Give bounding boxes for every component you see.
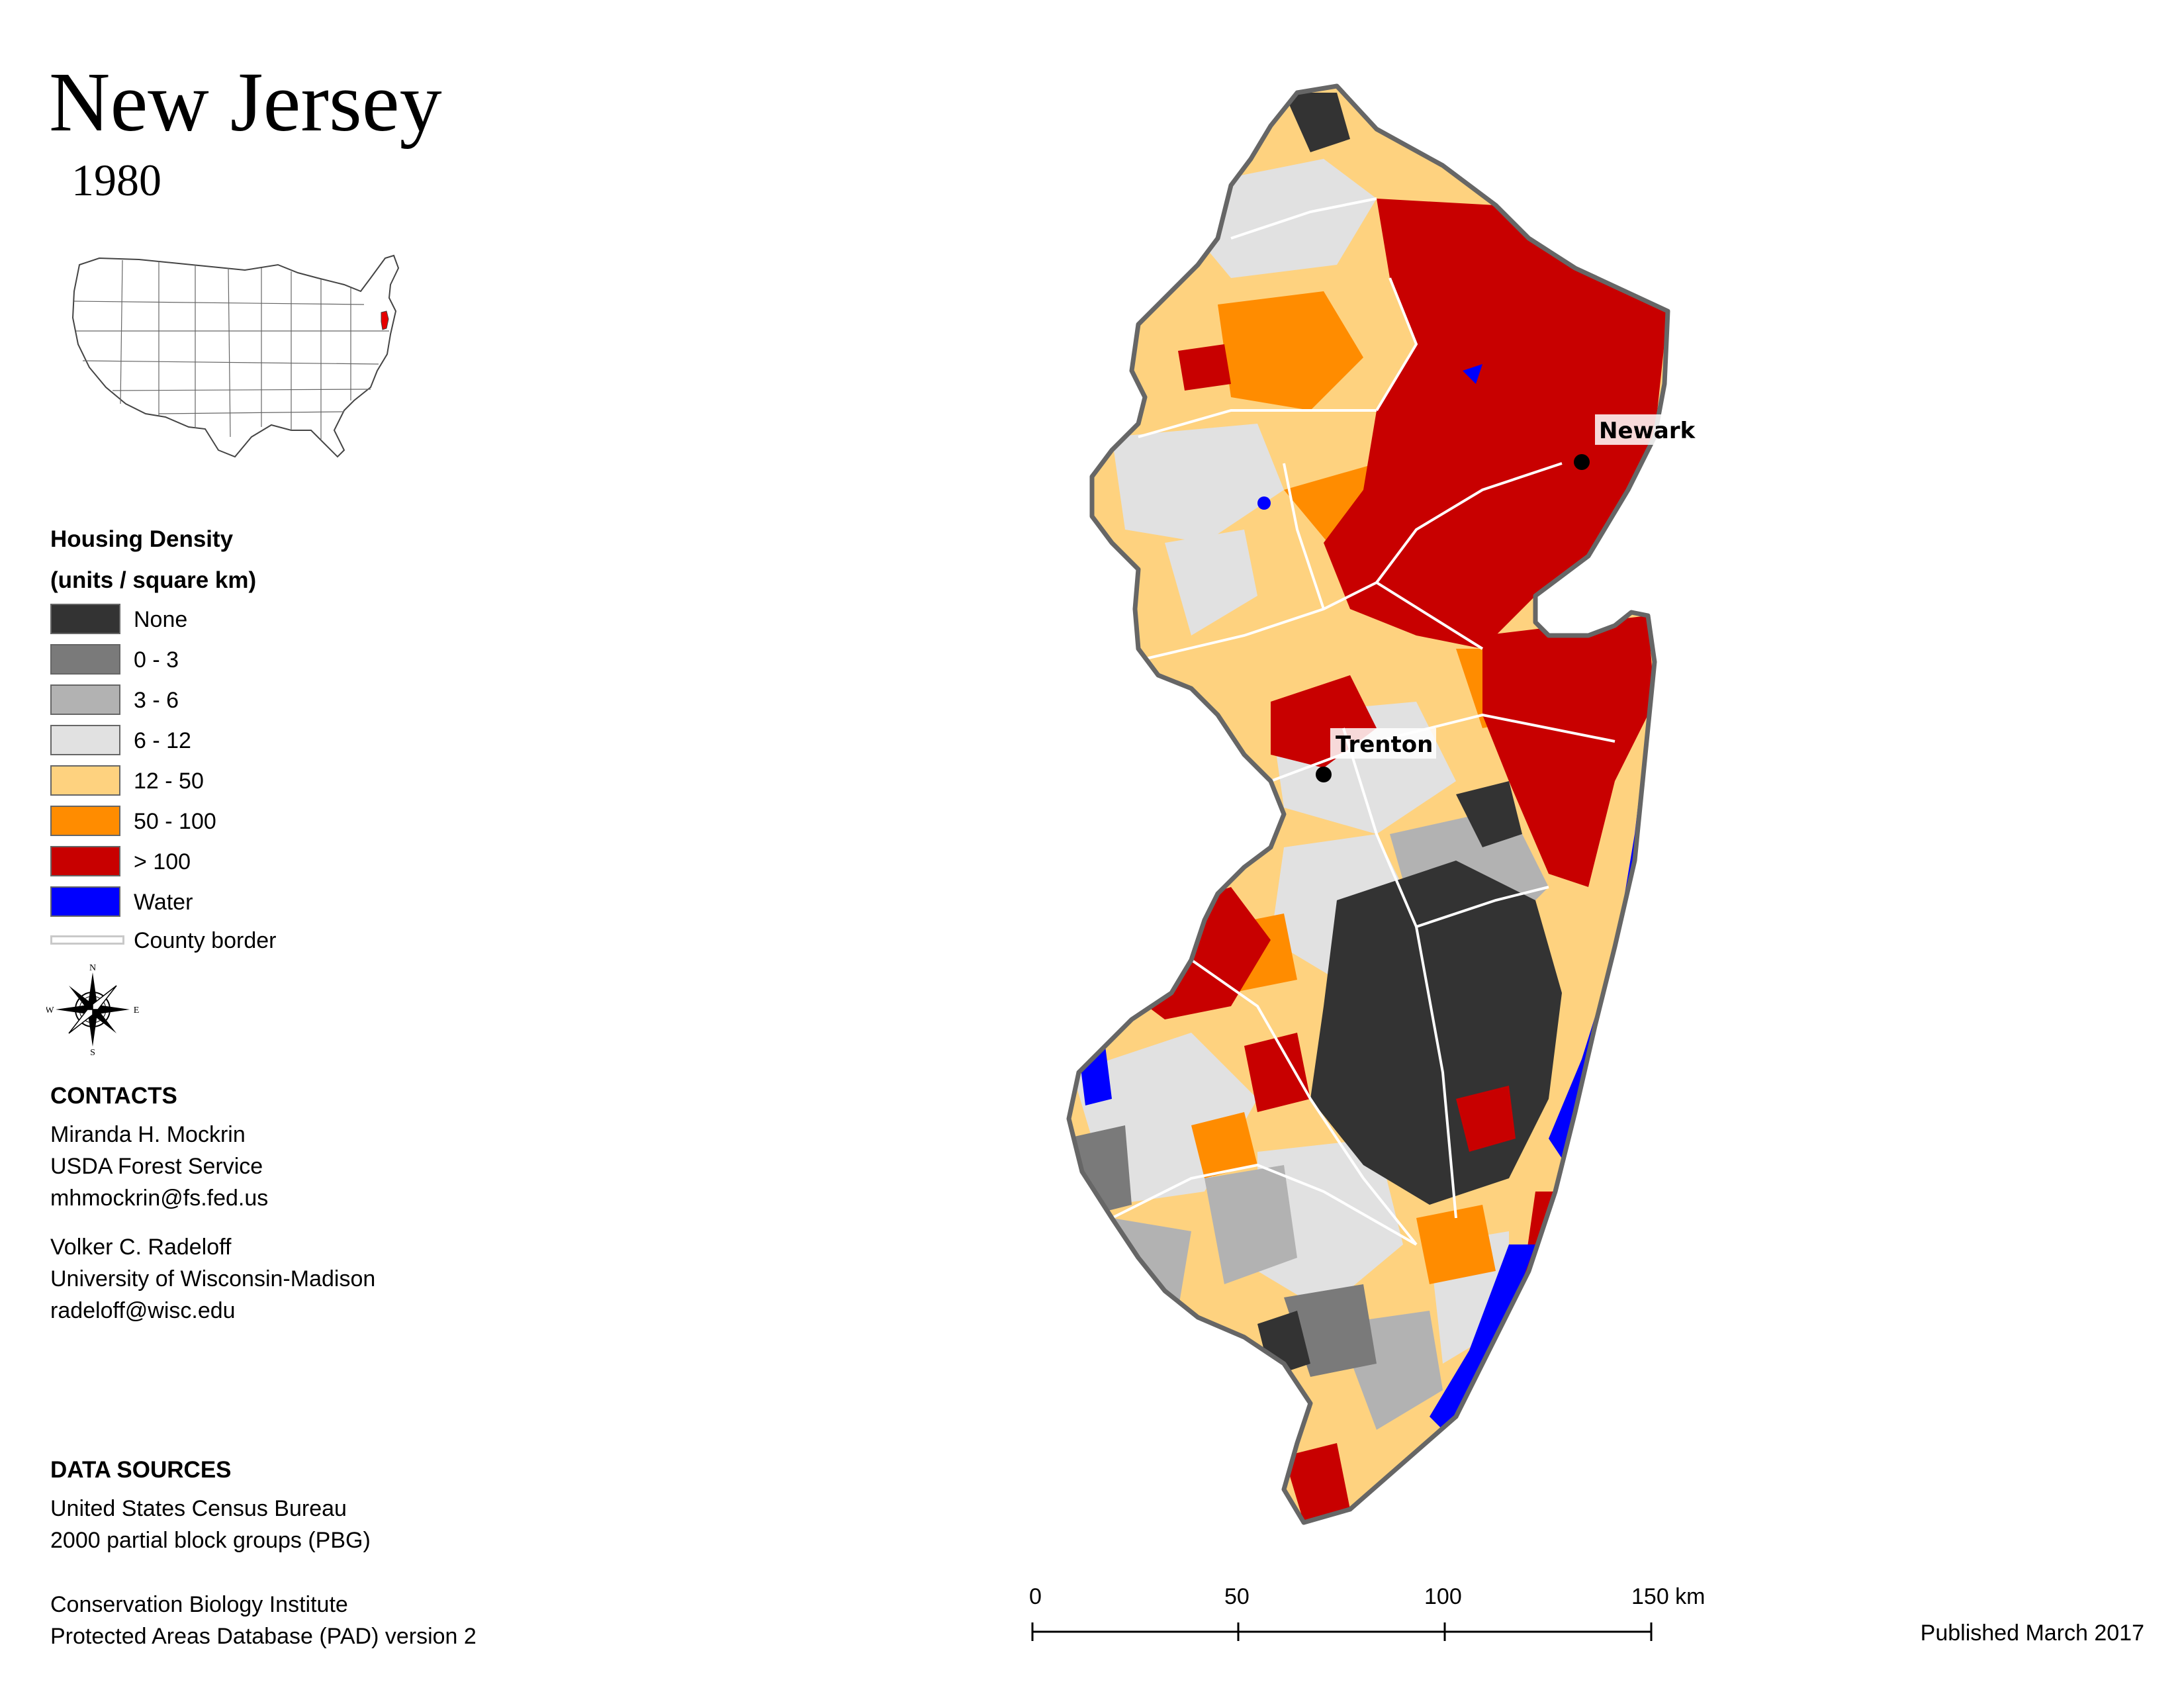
legend-label: County border [134,928,277,953]
city-newark: Newark [1574,414,1696,470]
scale-label-0: 0 [1029,1584,1042,1609]
legend-label: 6 - 12 [134,728,191,753]
legend-swatch [50,604,120,634]
city-label-trenton: Trenton [1336,731,1433,758]
legend-swatch [50,806,120,836]
legend-label: 12 - 50 [134,769,204,794]
legend-label: 50 - 100 [134,809,216,834]
contact-org: USDA Forest Service [50,1154,263,1179]
contact-email: mhmockrin@fs.fed.us [50,1186,269,1211]
data-source-2: Conservation Biology Institute Protected… [50,1589,477,1652]
map-title: New Jersey [49,55,442,149]
contacts-heading: CONTACTS [50,1083,177,1109]
legend-title-line2: (units / square km) [50,567,257,593]
contact-name: Volker C. Radeloff [50,1235,232,1260]
contact-person2: Volker C. Radeloff University of Wiscons… [50,1231,375,1327]
county-border-swatch [50,935,124,945]
legend-swatch [50,725,120,755]
legend-title: Housing Density (units / square km) [50,519,256,601]
legend-label: Water [134,890,193,915]
data-source-line: 2000 partial block groups (PBG) [50,1528,371,1553]
state-outline [1066,83,1670,1525]
legend-swatch [50,846,120,876]
data-source-line: United States Census Bureau [50,1496,347,1521]
map-year: 1980 [71,155,161,205]
legend-swatch [50,644,120,675]
legend-label: > 100 [134,849,191,874]
nj-housing-density-map: Newark Trenton [1066,83,1696,1525]
scale-bar: 0 50 100 150 km [1029,1584,1706,1658]
data-sources-heading: DATA SOURCES [50,1457,232,1483]
city-trenton: Trenton [1316,728,1436,782]
scale-bar-line [1031,1622,1653,1641]
legend-swatch [50,765,120,796]
new-jersey-highlight [381,310,389,330]
us-outline [71,254,400,458]
contact-email: radeloff@wisc.edu [50,1298,236,1323]
scale-label-100: 100 [1424,1584,1462,1609]
scale-label-150: 150 km [1631,1584,1706,1609]
published-date: Published March 2017 [1920,1620,2144,1646]
legend-label: 3 - 6 [134,688,179,713]
compass-rose-icon: N S W E [46,963,139,1056]
compass-n: N [89,963,96,973]
compass-e: E [134,1006,139,1015]
legend-swatch [50,886,120,917]
contact-name: Miranda H. Mockrin [50,1122,246,1147]
legend-label: None [134,607,188,632]
compass-s: S [90,1048,95,1056]
scale-label-50: 50 [1224,1584,1250,1609]
compass-w: W [46,1006,54,1015]
legend-label: 0 - 3 [134,647,179,673]
legend-title-line1: Housing Density [50,526,234,552]
contact-org: University of Wisconsin-Madison [50,1266,376,1291]
us-inset-map [71,254,400,458]
city-label-newark: Newark [1599,418,1696,444]
data-source-1: United States Census Bureau 2000 partial… [50,1493,371,1556]
legend-swatch [50,684,120,715]
data-source-line: Protected Areas Database (PAD) version 2 [50,1624,477,1649]
contact-person1: Miranda H. Mockrin USDA Forest Service m… [50,1119,268,1214]
data-source-line: Conservation Biology Institute [50,1592,348,1617]
